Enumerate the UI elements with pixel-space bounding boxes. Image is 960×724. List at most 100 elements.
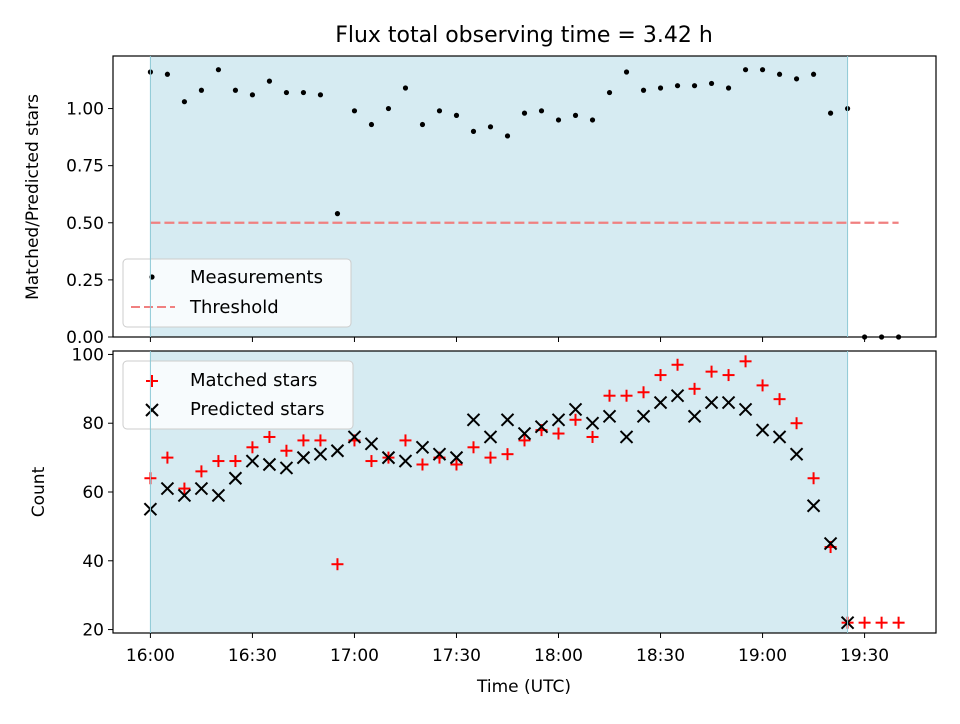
measurement-point [555,117,562,123]
matched-stars-point [416,458,429,471]
matched-stars-point [790,417,803,430]
y-tick-label: 40 [82,552,104,572]
predicted-stars-point [619,430,634,444]
legend-marker-matched-stars [146,375,158,387]
measurement-point [572,112,579,118]
matched-stars-point [263,430,276,443]
legend-label-measurements: Measurements [190,267,323,288]
y-tick-label: 0.50 [66,214,104,234]
matched-stars-point [229,455,242,468]
measurement-point [402,85,409,91]
predicted-stars-point [738,402,753,417]
matched-stars-point [603,389,616,402]
measurement-point [385,105,392,112]
matched-stars-point [365,455,378,468]
measurement-point [793,76,800,82]
legend-label-threshold: Threshold [189,297,279,318]
measurement-point [691,83,698,89]
top-y-axis-label: Matched/Predicted stars [23,94,43,300]
legend-label-matched-stars: Matched stars [190,370,317,391]
predicted-stars-point [653,395,668,410]
y-tick-label: 60 [82,483,104,503]
predicted-stars-point [262,457,277,472]
matched-stars-point [807,472,820,485]
predicted-stars-point [415,440,430,454]
predicted-stars-point [398,454,413,468]
matched-stars-point [467,441,480,454]
measurement-point [674,83,681,89]
predicted-stars-point [381,450,396,465]
matched-stars-point [246,441,259,454]
matched-stars-point [314,434,327,447]
predicted-stars-point [177,488,192,503]
matched-stars-point [586,430,599,443]
measurement-point [198,87,205,93]
predicted-stars-point [279,461,294,475]
predicted-stars-point [823,536,838,551]
measurement-point [232,87,239,93]
y-tick-label: 20 [82,621,104,641]
measurement-point [759,67,766,73]
measurement-point [368,121,375,128]
y-tick-label: 80 [82,414,104,434]
matched-stars-point [620,389,633,402]
matched-stars-point [688,382,701,395]
measurement-point [351,108,358,114]
x-tick-label: 16:30 [228,646,277,666]
measurement-point [589,117,596,123]
measurement-point [606,89,613,96]
predicted-stars-point [466,413,481,427]
measurement-point [215,67,222,73]
predicted-stars-point [160,481,175,496]
chart-title: Flux total observing time = 3.42 h [335,23,713,48]
matched-stars-point [892,616,905,629]
bottom-panel: 16:00 16:30 17:00 17:30 18:00 18:30 19:00 19:30… [29,345,937,697]
matched-stars-point [671,358,684,371]
matched-stars-point [637,386,650,399]
predicted-stars-point [296,450,311,465]
predicted-stars-point [211,488,226,503]
measurement-point [742,67,749,73]
predicted-stars-point [585,416,600,430]
top-legend-box [122,258,352,328]
y-tick-label: 100 [72,345,104,365]
predicted-stars-point [432,447,447,461]
top-legend: Measurements Threshold [122,258,352,328]
matched-stars-point [297,434,310,447]
matched-stars-point [773,393,786,406]
measurement-point [487,124,494,130]
matched-stars-point [569,413,582,426]
y-tick-label: 0.75 [66,157,104,177]
measurement-point [521,110,528,116]
matched-stars-point [280,444,293,457]
measurement-point [317,92,324,98]
measurement-point [249,92,256,98]
matched-stars-point [705,365,718,378]
measurement-point [657,85,664,91]
predicted-stars-point [228,471,243,485]
y-tick-label: 0.00 [66,328,104,348]
predicted-stars-point [602,409,617,424]
matched-stars-point [161,451,174,464]
y-tick-label: 1.00 [66,100,104,120]
measurement-point [504,133,511,139]
predicted-stars-point [670,389,685,403]
predicted-stars-point [500,413,515,427]
matched-stars-point [654,369,667,382]
predicted-stars-point [636,409,651,424]
measurement-point [623,69,630,75]
legend-marker-predicted-stars [145,403,159,417]
measurement-point [453,112,460,118]
matched-stars-point [450,458,463,471]
matched-stars-point [501,448,514,461]
y-tick-label: 0.25 [66,271,104,291]
predicted-stars-point [245,454,260,468]
predicted-stars-point [364,437,379,451]
matched-stars-point [875,616,888,629]
bottom-y-axis-label: Count [29,466,49,517]
measurement-point [436,108,443,114]
measurement-point [334,211,341,217]
measurement-point [266,78,273,84]
predicted-stars-point [687,409,702,424]
